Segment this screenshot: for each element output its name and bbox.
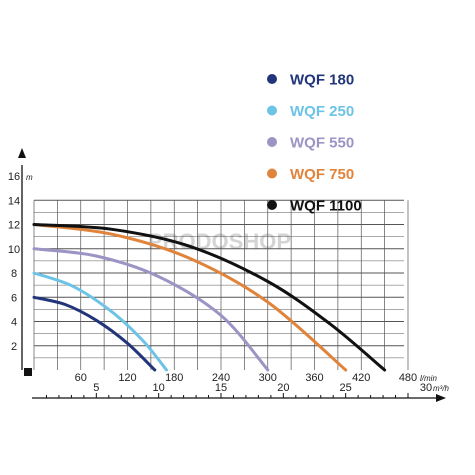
x2-axis-unit: m³/h: [433, 384, 450, 393]
series-lines: [32, 223, 387, 372]
legend-label-wqf-550: WQF 550: [290, 135, 354, 152]
legend: WQF 180 WQF 250 WQF 550 WQF 750 WQF 1100: [267, 72, 362, 215]
y-axis-arrow: [18, 148, 26, 158]
x-tick-label: 120: [118, 372, 136, 384]
y-tick-label: 12: [8, 220, 20, 232]
x2-tick-label: 30: [420, 382, 432, 394]
legend-marker-wqf-550: [267, 137, 277, 147]
legend-label-wqf-1100: WQF 1100: [290, 198, 362, 215]
x-tick-label: 240: [212, 372, 230, 384]
legend-marker-wqf-180: [267, 74, 277, 84]
x-tick-label: 300: [259, 372, 277, 384]
series-line-wqf-180: [32, 295, 157, 372]
origin-marker: [24, 368, 32, 376]
x2-tick-label: 20: [277, 382, 289, 394]
legend-marker-wqf-250: [267, 105, 277, 116]
y-tick-label: 14: [8, 195, 20, 207]
series-line-wqf-1100: [32, 223, 387, 372]
axes: 2 4 6 8 10 12 14 16 m 60 120 180 240 300 360 420 480 l/mi…: [8, 148, 450, 402]
x-tick-label: 360: [305, 372, 323, 384]
legend-marker-wqf-750: [267, 168, 277, 179]
y-axis-unit: m: [26, 173, 33, 182]
series-line-wqf-750: [32, 223, 348, 372]
y-tick-label: 10: [8, 244, 20, 256]
x2-tick-label: 25: [340, 382, 352, 394]
y-tick-label: 16: [8, 171, 20, 183]
x-tick-label: 480: [399, 372, 417, 384]
legend-marker-wqf-1100: [267, 200, 277, 210]
legend-label-wqf-750: WQF 750: [290, 166, 354, 183]
x2-tick-label: 5: [93, 382, 99, 394]
x2-axis-arrow: [436, 394, 446, 402]
x2-tick-label: 10: [153, 382, 165, 394]
y-tick-label: 2: [11, 341, 17, 353]
y-tick-label: 6: [11, 292, 17, 304]
series-line-wqf-250: [32, 271, 168, 372]
x-tick-label: 180: [165, 372, 183, 384]
y-tick-label: 4: [11, 317, 17, 329]
x-axis-unit: l/min: [420, 374, 437, 383]
legend-label-wqf-180: WQF 180: [290, 72, 354, 89]
y-tick-label: 8: [11, 268, 17, 280]
x-tick-label: 60: [75, 372, 87, 384]
x-tick-label: 420: [352, 372, 370, 384]
series-line-wqf-550: [32, 247, 270, 372]
legend-label-wqf-250: WQF 250: [290, 103, 354, 120]
x2-tick-label: 15: [215, 382, 227, 394]
